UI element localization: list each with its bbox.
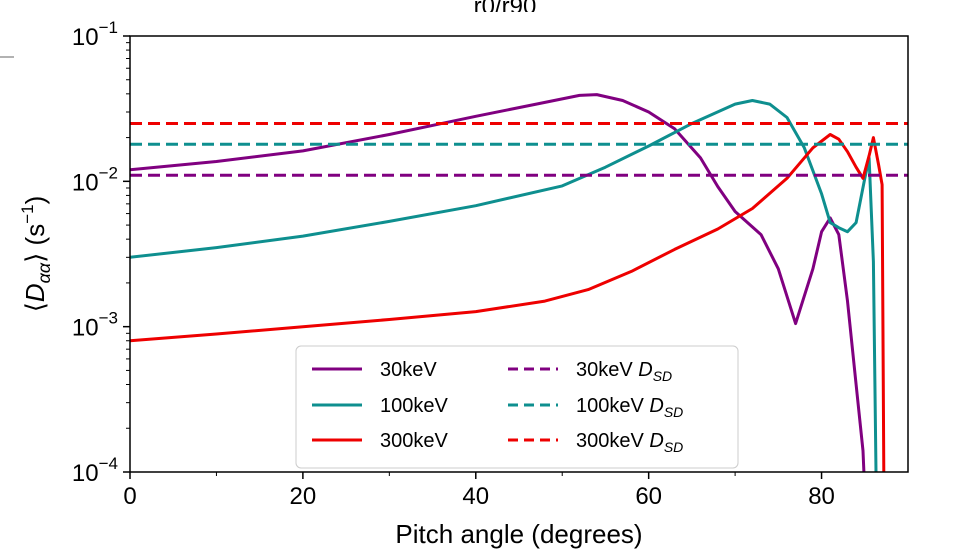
- legend-entry-label: 30keV DSD: [576, 359, 672, 384]
- plot-frame: [129, 35, 909, 473]
- x-tick-label: 0: [123, 483, 136, 510]
- y-tick-label: 10−2: [72, 163, 118, 196]
- axes-layer: 0 20 40 60 80 10−4 10−3 10−2 10−1: [72, 18, 835, 510]
- series-layer: [130, 93, 908, 472]
- x-tick-label: 40: [462, 483, 489, 510]
- legend-entry-label: 300keV: [380, 430, 448, 452]
- y-tick-label: 10−4: [72, 454, 118, 487]
- legend-entry-label: 30keV: [380, 359, 437, 381]
- legend-frame: [295, 345, 739, 469]
- series-line-300kev: [130, 133, 886, 472]
- legend: 30keV 100keV 300keV 30keV DSD 100keV DSD 300k…: [295, 345, 739, 469]
- x-axis-label: Pitch angle (degrees): [395, 519, 642, 549]
- chart-title: r0/r90: [474, 0, 537, 20]
- legend-entry-label: 100keV: [380, 395, 448, 417]
- series-line-100kev: [130, 99, 878, 472]
- title-fragment: r0/r90: [474, 0, 537, 20]
- x-tick-label: 60: [635, 483, 662, 510]
- y-tick-label: 10−3: [72, 309, 118, 342]
- y-tick-label: 10−1: [72, 18, 118, 51]
- legend-entry-label: 300keV DSD: [576, 430, 683, 455]
- x-tick-label: 20: [290, 483, 317, 510]
- x-tick-label: 80: [808, 483, 835, 510]
- series-line-30kev: [130, 93, 866, 472]
- legend-entry-label: 100keV DSD: [576, 395, 683, 420]
- y-axis-label: ⟨Dαα⟩ (s−1): [18, 196, 54, 313]
